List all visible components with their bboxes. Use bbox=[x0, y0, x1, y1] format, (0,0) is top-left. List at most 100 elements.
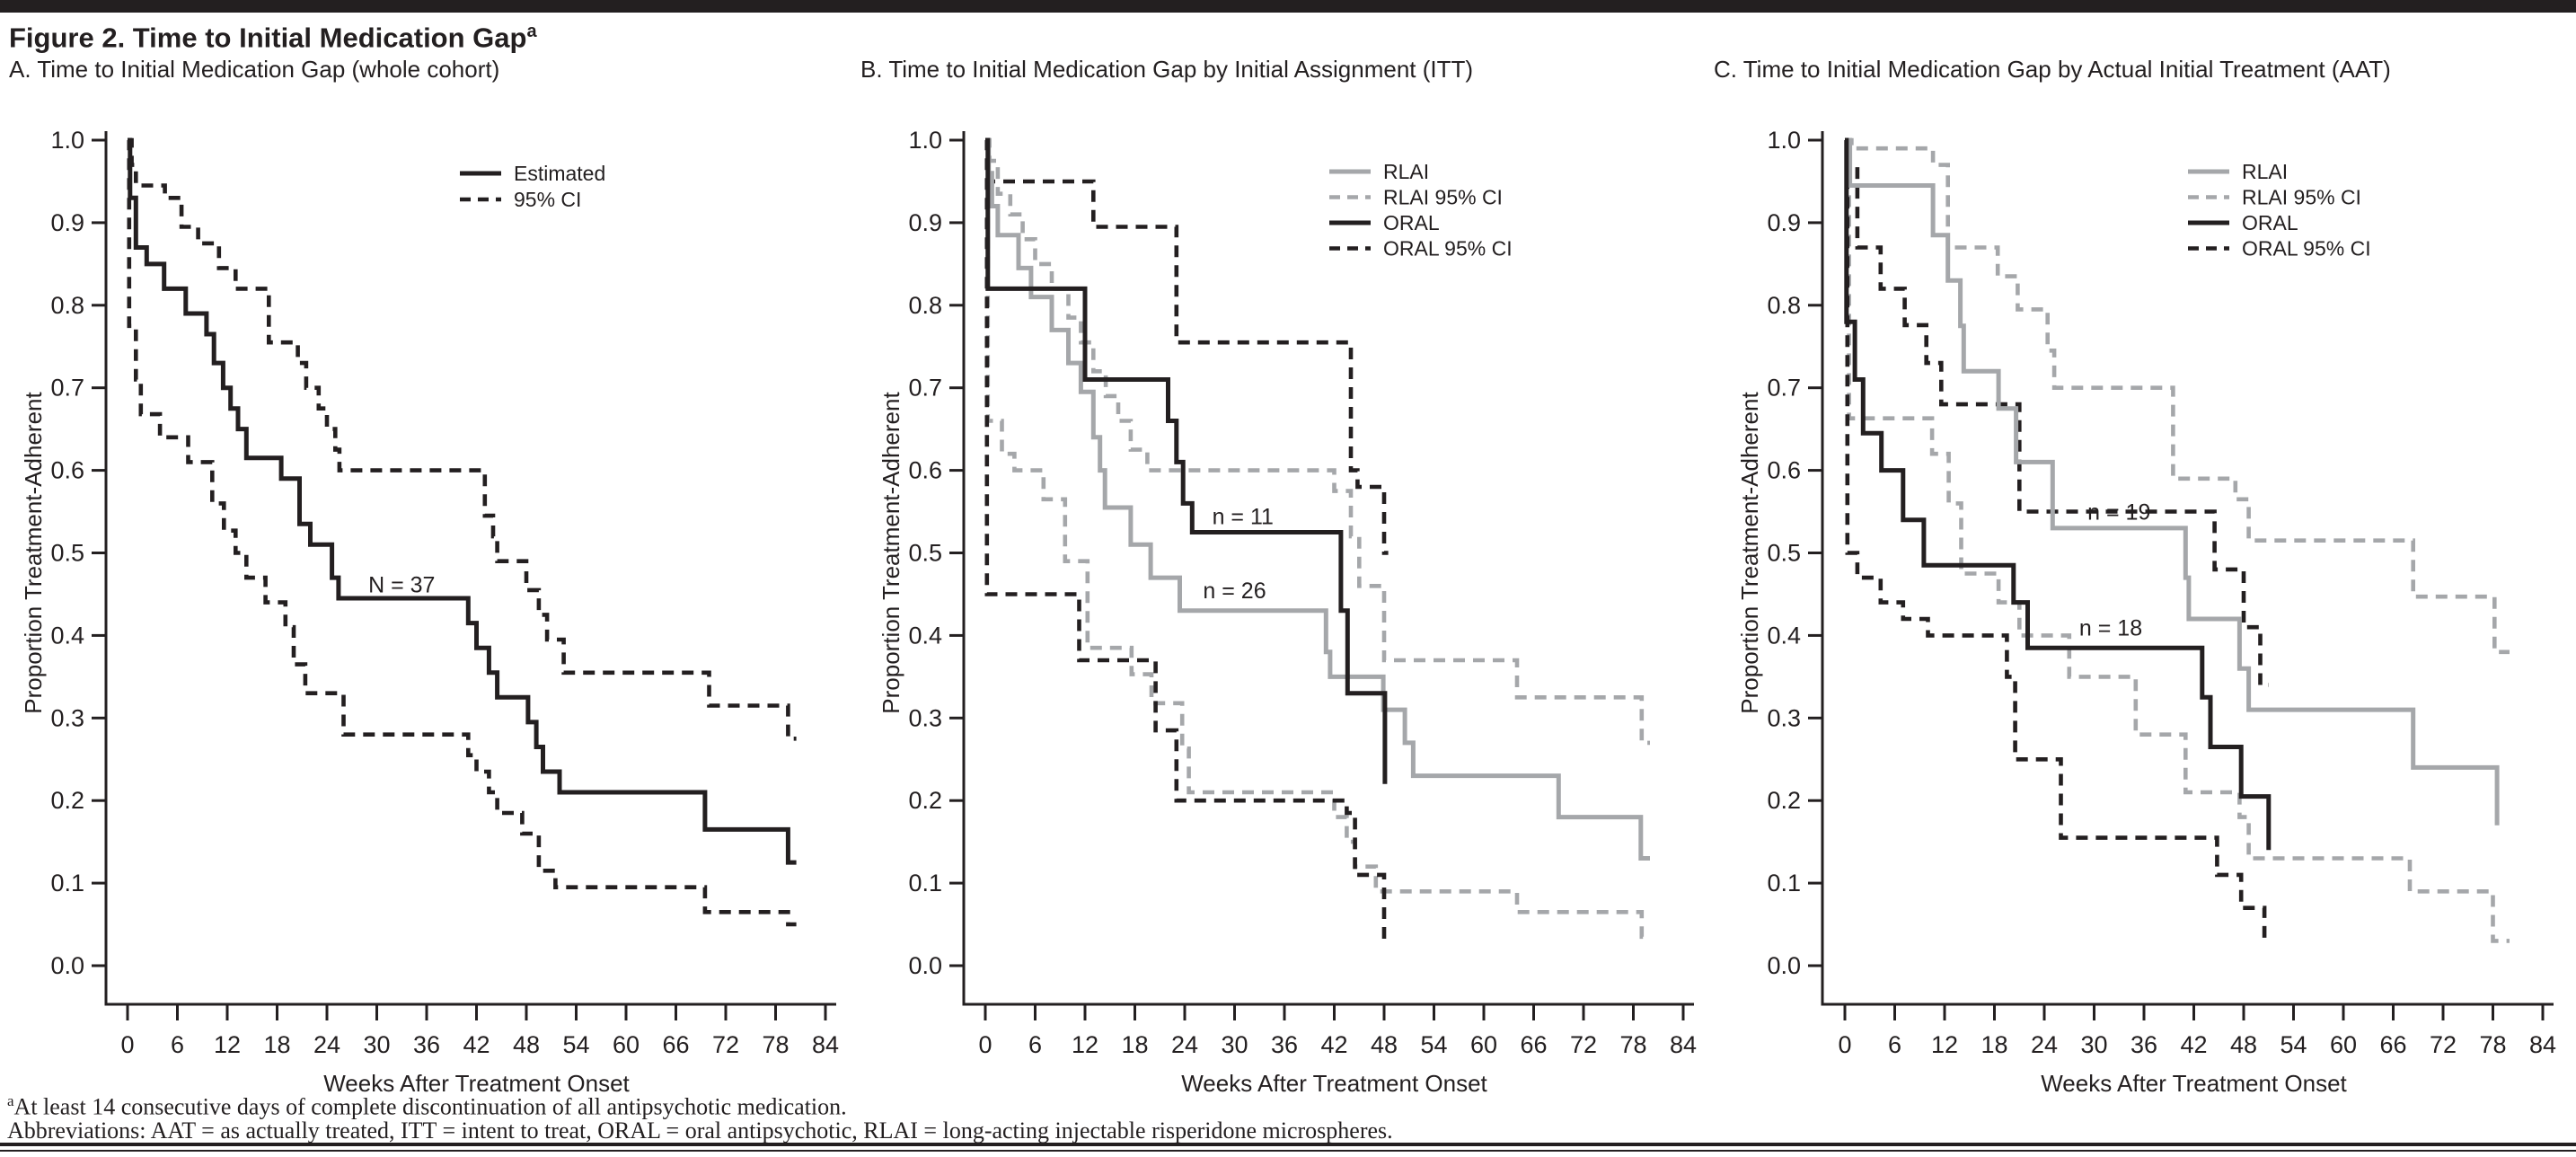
legend-label-rlai-95-ci: RLAI 95% CI bbox=[2242, 186, 2361, 209]
y-axis-title: Proportion Treatment-Adherent bbox=[1736, 392, 1763, 714]
x-tick-label: 84 bbox=[2529, 1031, 2556, 1058]
x-tick-label: 60 bbox=[1470, 1031, 1497, 1058]
y-tick-label: 0.3 bbox=[50, 704, 84, 731]
x-tick-label: 42 bbox=[463, 1031, 490, 1058]
series-c-oral bbox=[1844, 137, 2272, 851]
series-c-oral-95-ci-upper bbox=[1845, 137, 2269, 687]
footnote-superscript: a bbox=[7, 1092, 14, 1109]
footnote-abbreviations: Abbreviations: AAT = as actually treated… bbox=[7, 1117, 1393, 1144]
y-tick-label: 0.2 bbox=[1767, 787, 1801, 814]
series-c-rlai bbox=[1845, 137, 2500, 826]
x-tick-label: 36 bbox=[413, 1031, 440, 1058]
panel-b-axes bbox=[962, 131, 1694, 1006]
legend-label-oral-95-ci: ORAL 95% CI bbox=[1383, 237, 1513, 261]
bottom-rule-thick bbox=[0, 1143, 2576, 1146]
y-tick-label: 0.9 bbox=[50, 209, 84, 236]
x-tick-label: 66 bbox=[2379, 1031, 2406, 1058]
y-tick-label: 0.2 bbox=[908, 787, 942, 814]
series-a-95-ci-lower bbox=[127, 137, 797, 927]
legend-label-rlai: RLAI bbox=[2242, 160, 2288, 183]
n-count-label: n = 11 bbox=[1213, 504, 1274, 529]
y-tick-label: 0.1 bbox=[908, 870, 942, 896]
x-tick-label: 0 bbox=[1838, 1031, 1851, 1058]
x-tick-label: 6 bbox=[1028, 1031, 1042, 1058]
x-tick-label: 72 bbox=[2430, 1031, 2457, 1058]
y-tick-label: 0.5 bbox=[1767, 540, 1801, 567]
x-tick-label: 72 bbox=[712, 1031, 739, 1058]
y-tick-label: 0.2 bbox=[50, 787, 84, 814]
panel-a: 0.0 0.1 0.2 0.3 0.4 0.5 0.6 0.7 0.8 0.9 1.0 0 6 12 18 2… bbox=[20, 127, 839, 1097]
x-tick-label: 72 bbox=[1570, 1031, 1597, 1058]
x-tick-label: 12 bbox=[1931, 1031, 1958, 1058]
series-c-rlai-95-ci-lower bbox=[1845, 137, 2510, 943]
bottom-rule-thin bbox=[0, 1150, 2576, 1152]
y-tick-label: 0.8 bbox=[50, 292, 84, 319]
x-tick-label: 84 bbox=[812, 1031, 839, 1058]
x-tick-label: 6 bbox=[171, 1031, 184, 1058]
y-tick-label: 0.0 bbox=[50, 952, 84, 979]
y-tick-label: 0.3 bbox=[1767, 704, 1801, 731]
x-tick-label: 18 bbox=[1121, 1031, 1148, 1058]
panel-c: 0.0 0.1 0.2 0.3 0.4 0.5 0.6 0.7 0.8 0.9 1.0 0 6 12 18 2… bbox=[1736, 127, 2556, 1097]
x-tick-label: 42 bbox=[2180, 1031, 2207, 1058]
n-count-label: n = 19 bbox=[2087, 500, 2150, 526]
x-axis-title: Weeks After Treatment Onset bbox=[2041, 1070, 2347, 1097]
y-tick-label: 0.1 bbox=[1767, 870, 1801, 896]
y-tick-label: 0.8 bbox=[908, 292, 942, 319]
series-c-oral-95-ci-lower bbox=[1845, 137, 2269, 943]
x-tick-label: 24 bbox=[313, 1031, 340, 1058]
series-b-rlai-95-ci-lower bbox=[985, 137, 1650, 940]
legend-label-oral: ORAL bbox=[1383, 211, 1440, 234]
x-tick-label: 54 bbox=[562, 1031, 589, 1058]
x-tick-label: 30 bbox=[2080, 1031, 2107, 1058]
panel-a-axes bbox=[104, 131, 836, 1006]
x-tick-label: 18 bbox=[263, 1031, 290, 1058]
panel-c-axes bbox=[1821, 131, 2554, 1006]
y-tick-label: 0.5 bbox=[908, 540, 942, 567]
x-tick-label: 0 bbox=[120, 1031, 134, 1058]
y-tick-label: 1.0 bbox=[908, 127, 942, 154]
y-tick-label: 0.9 bbox=[1767, 209, 1801, 236]
figure-title-superscript: a bbox=[526, 22, 537, 41]
x-tick-label: 6 bbox=[1888, 1031, 1901, 1058]
y-tick-label: 0.4 bbox=[908, 622, 942, 649]
x-tick-label: 36 bbox=[1271, 1031, 1298, 1058]
y-tick-label: 0.6 bbox=[50, 457, 84, 484]
x-tick-label: 12 bbox=[1072, 1031, 1098, 1058]
y-tick-label: 0.1 bbox=[50, 870, 84, 896]
y-tick-label: 0.8 bbox=[1767, 292, 1801, 319]
x-tick-label: 60 bbox=[2330, 1031, 2357, 1058]
y-tick-label: 0.7 bbox=[908, 375, 942, 402]
n-count-label: N = 37 bbox=[368, 573, 435, 598]
panel-b: 0.0 0.1 0.2 0.3 0.4 0.5 0.6 0.7 0.8 0.9 1.0 0 6 12 18 2… bbox=[878, 127, 1697, 1097]
x-tick-label: 30 bbox=[363, 1031, 390, 1058]
y-tick-label: 0.7 bbox=[50, 375, 84, 402]
panel-title-c: C. Time to Initial Medication Gap by Act… bbox=[1714, 56, 2391, 83]
footnote-definition: aAt least 14 consecutive days of complet… bbox=[7, 1092, 847, 1121]
x-tick-label: 12 bbox=[214, 1031, 241, 1058]
y-axis-title: Proportion Treatment-Adherent bbox=[20, 392, 47, 714]
series-a-estimated bbox=[128, 137, 797, 865]
legend-label-95-ci: 95% CI bbox=[514, 188, 581, 211]
y-tick-label: 0.0 bbox=[908, 952, 942, 979]
y-tick-label: 0.9 bbox=[908, 209, 942, 236]
top-rule-bar bbox=[0, 0, 2576, 13]
y-tick-label: 0.4 bbox=[1767, 622, 1801, 649]
x-tick-label: 60 bbox=[613, 1031, 640, 1058]
legend-label-oral-95-ci: ORAL 95% CI bbox=[2242, 237, 2371, 261]
y-tick-label: 0.0 bbox=[1767, 952, 1801, 979]
series-b-oral-95-ci-upper bbox=[985, 137, 1389, 555]
figure-title-text: Figure 2. Time to Initial Medication Gap bbox=[9, 22, 527, 54]
x-tick-label: 0 bbox=[978, 1031, 992, 1058]
n-count-label: n = 26 bbox=[1203, 578, 1266, 604]
y-tick-label: 0.5 bbox=[50, 540, 84, 567]
x-tick-label: 18 bbox=[1981, 1031, 2007, 1058]
series-b-rlai bbox=[985, 137, 1650, 861]
legend-label-oral: ORAL bbox=[2242, 211, 2298, 234]
y-tick-label: 0.4 bbox=[50, 622, 84, 649]
legend-label-rlai-95-ci: RLAI 95% CI bbox=[1383, 186, 1503, 209]
x-tick-label: 78 bbox=[762, 1031, 789, 1058]
x-tick-label: 66 bbox=[662, 1031, 689, 1058]
